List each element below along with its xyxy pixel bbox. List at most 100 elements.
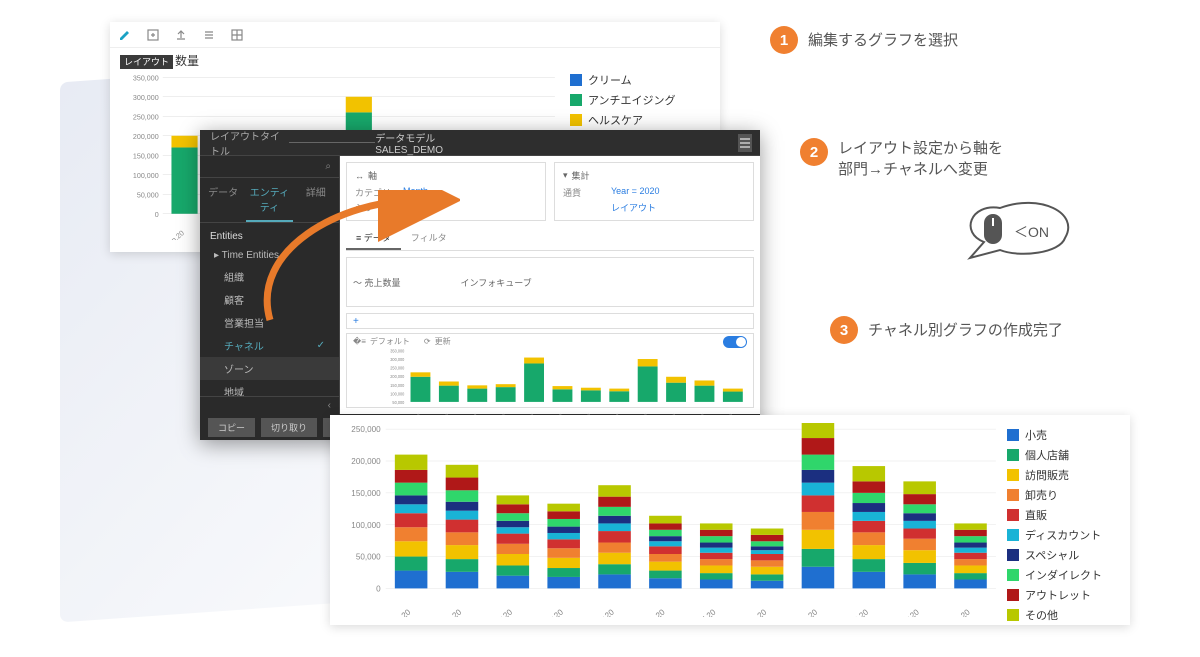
panel1-title-badge: レイアウト <box>120 55 173 69</box>
agg-value[interactable]: レイアウト <box>611 201 656 214</box>
sidebar-tab[interactable]: 詳細 <box>293 178 339 222</box>
preview-refresh-label: 更新 <box>435 336 451 347</box>
entity-item[interactable]: 地域 <box>200 380 339 396</box>
panel1-legend: クリームアンチエイジングヘルスケア <box>570 72 710 132</box>
svg-text:300,000: 300,000 <box>133 93 159 102</box>
cube-label: インフォキューブ <box>461 276 532 289</box>
svg-text:200,000: 200,000 <box>351 457 381 466</box>
panel2-config-dialog: レイアウトタイトル データモデル SALES_DEMO ⌕ データエンティティ詳… <box>200 130 760 440</box>
list-icon[interactable] <box>200 26 218 44</box>
svg-text:Jun.20: Jun.20 <box>642 607 667 617</box>
axis-card-header: 軸 <box>368 169 377 182</box>
panel1-toolbar <box>110 22 720 48</box>
entities-list: ▸ Time Entities組織顧客営業担当チャネル✓ゾーン地域▸ 製品製品製… <box>200 246 339 396</box>
collapse-icon[interactable]: ‹ <box>200 396 339 414</box>
entity-item[interactable]: 顧客 <box>200 288 339 311</box>
entity-item[interactable]: 営業担当 <box>200 311 339 334</box>
svg-text:Aug.20: Aug.20 <box>743 607 769 617</box>
data-tab[interactable]: ≡ データ <box>346 227 401 250</box>
svg-text:Jan.20: Jan.20 <box>388 607 413 617</box>
svg-text:Jul.20: Jul.20 <box>695 607 718 617</box>
step3-text: チャネル別グラフの作成完了 <box>868 320 1063 341</box>
axis-card: ↔軸 カテゴリMonthシリーズ部門 <box>346 162 546 221</box>
legend-item: その他 <box>1007 607 1122 623</box>
legend-item: クリーム <box>570 72 710 88</box>
menu-icon[interactable] <box>738 134 752 152</box>
svg-text:200,000: 200,000 <box>390 374 405 379</box>
svg-text:Dec.20: Dec.20 <box>946 607 972 617</box>
axis-value[interactable]: Month <box>403 186 428 199</box>
upload-icon[interactable] <box>172 26 190 44</box>
sidebar-tabs[interactable]: データエンティティ詳細 <box>200 178 339 223</box>
grid-icon[interactable] <box>228 26 246 44</box>
step2: 2 レイアウト設定から軸を 部門→チャネルへ変更 <box>800 138 1003 180</box>
legend-item: ディスカウント <box>1007 527 1122 543</box>
legend-item: 小売 <box>1007 427 1122 443</box>
measure-card: ～ 売上数量 インフォキューブ <box>346 257 754 307</box>
svg-text:250,000: 250,000 <box>351 425 381 434</box>
step3: 3 チャネル別グラフの作成完了 <box>830 316 1063 344</box>
panel3-chart: 050,000100,000150,000200,000250,000Jan.2… <box>340 423 1000 617</box>
svg-text:Mar.20: Mar.20 <box>489 607 514 617</box>
svg-text:350,000: 350,000 <box>133 73 159 82</box>
cut-button[interactable]: 切り取り <box>261 418 317 437</box>
copy-button[interactable]: コピー <box>208 418 255 437</box>
svg-text:Jan.20: Jan.20 <box>164 228 186 240</box>
preview-panel: �≡デフォルト ⟳更新 50,000100,000150,000200,0002… <box>346 333 754 408</box>
entity-item[interactable]: 組織 <box>200 265 339 288</box>
legend-item: 卸売り <box>1007 487 1122 503</box>
data-tab[interactable]: フィルタ <box>401 227 457 250</box>
svg-text:150,000: 150,000 <box>133 151 159 160</box>
legend-item: アウトレット <box>1007 587 1122 603</box>
measure-label: 売上数量 <box>365 278 401 288</box>
entity-item[interactable]: ゾーン <box>200 357 339 380</box>
agg-value[interactable]: Year = 2020 <box>611 186 659 199</box>
on-bubble-text: ＜ON <box>1014 222 1049 242</box>
edit-icon[interactable] <box>116 26 134 44</box>
svg-text:350,000: 350,000 <box>390 348 405 353</box>
svg-text:250,000: 250,000 <box>133 112 159 121</box>
agg-card-header: 集計 <box>572 169 590 182</box>
svg-text:300,000: 300,000 <box>390 357 405 362</box>
search-icon[interactable]: ⌕ <box>325 161 331 172</box>
panel3-legend: 小売個人店舗訪問販売卸売り直販ディスカウントスペシャルインダイレクトアウトレット… <box>1007 427 1122 627</box>
axis-value[interactable]: 部門 <box>403 201 421 214</box>
entity-item[interactable]: チャネル✓ <box>200 334 339 357</box>
panel2-main: ↔軸 カテゴリMonthシリーズ部門 ▾集計 通貨Year = 2020レイアウ… <box>340 156 760 414</box>
legend-item: インダイレクト <box>1007 567 1122 583</box>
svg-text:Sep.20: Sep.20 <box>794 607 820 617</box>
mouse-icon <box>978 212 1008 252</box>
preview-default-label: デフォルト <box>370 336 410 347</box>
data-model-label: データモデル SALES_DEMO <box>375 130 478 156</box>
entity-item[interactable]: ▸ Time Entities <box>200 246 339 265</box>
svg-text:Nov.20: Nov.20 <box>896 607 921 617</box>
sidebar-tab[interactable]: エンティティ <box>246 178 292 222</box>
panel1-title: レイアウト数量 <box>120 52 199 69</box>
svg-text:150,000: 150,000 <box>351 489 381 498</box>
svg-text:100,000: 100,000 <box>390 391 405 396</box>
panel3-result-chart: 050,000100,000150,000200,000250,000Jan.2… <box>330 415 1130 625</box>
preview-toggle[interactable] <box>723 336 747 348</box>
svg-text:0: 0 <box>155 210 159 219</box>
legend-item: アンチエイジング <box>570 92 710 108</box>
sidebar-tab[interactable]: データ <box>200 178 246 222</box>
svg-text:Feb.20: Feb.20 <box>438 607 463 617</box>
data-tabs[interactable]: ≡ データフィルタ <box>346 227 754 251</box>
legend-item: 訪問販売 <box>1007 467 1122 483</box>
svg-text:100,000: 100,000 <box>351 521 381 530</box>
svg-text:Apr.20: Apr.20 <box>541 607 565 617</box>
legend-item: ヘルスケア <box>570 112 710 128</box>
svg-text:250,000: 250,000 <box>390 365 405 370</box>
legend-item: 直販 <box>1007 507 1122 523</box>
legend-item: 個人店舗 <box>1007 447 1122 463</box>
export-icon[interactable] <box>144 26 162 44</box>
svg-text:0: 0 <box>376 584 381 593</box>
step1-text: 編集するグラフを選択 <box>808 30 958 51</box>
svg-text:50,000: 50,000 <box>137 190 159 199</box>
svg-text:150,000: 150,000 <box>390 383 405 388</box>
step1-num: 1 <box>770 26 798 54</box>
svg-text:100,000: 100,000 <box>133 171 159 180</box>
panel2-sidebar: ⌕ データエンティティ詳細 Entities ▸ Time Entities組織… <box>200 156 340 414</box>
svg-text:200,000: 200,000 <box>133 132 159 141</box>
add-row[interactable]: + <box>346 313 754 329</box>
